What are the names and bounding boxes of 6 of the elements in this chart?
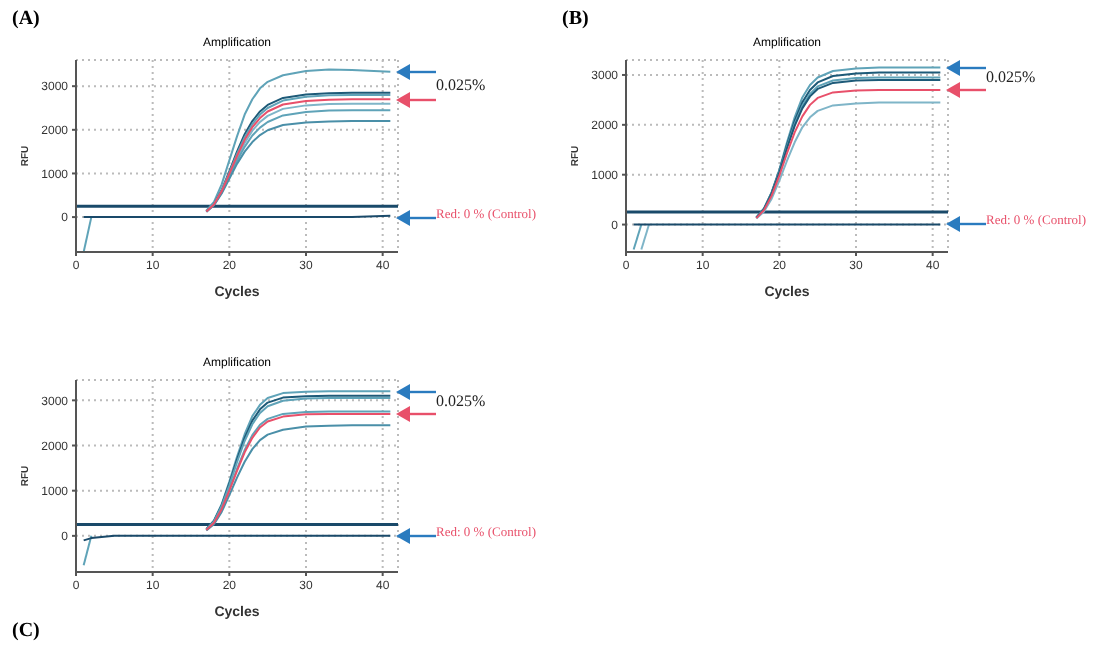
text: (C)	[12, 620, 40, 642]
text: 0.025%	[986, 68, 1036, 87]
text: (B)	[562, 8, 589, 30]
text: 0.025%	[436, 392, 486, 411]
text: (A)	[12, 8, 40, 30]
text: 0.025%	[436, 75, 486, 94]
